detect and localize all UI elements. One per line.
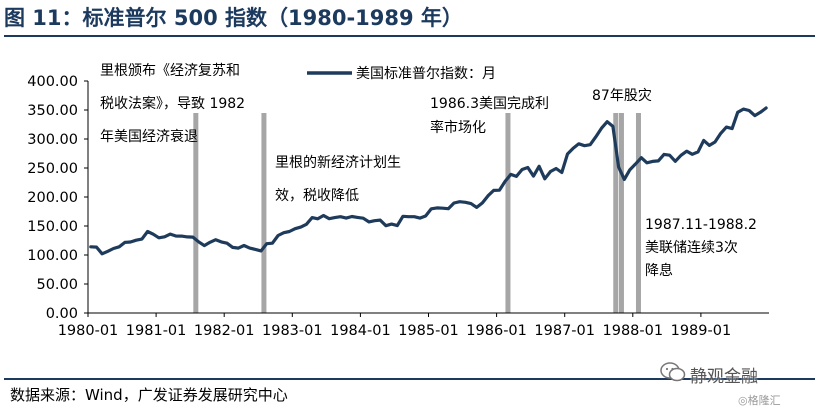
y-tick-label: 50.00	[36, 277, 78, 293]
x-tick-label: 1988-01	[603, 323, 664, 339]
annotation-crash-1987: 87年股灾	[592, 87, 652, 104]
x-tick-label: 1980-01	[58, 323, 119, 339]
annotation-reagan-act-line1: 里根颁布《经济复苏和	[100, 62, 240, 79]
event-marker-bar-2	[261, 113, 267, 313]
data-source: 数据来源：Wind，广发证券发展研究中心	[10, 386, 288, 404]
event-marker-bar-4	[613, 113, 619, 313]
x-tick-label: 1989-01	[671, 323, 732, 339]
annotation-new-plan-line1: 里根的新经济计划生	[275, 155, 401, 171]
series-line-sp500	[89, 106, 768, 256]
annotation-reagan-act-line2: 税收法案》，导致 1982	[100, 95, 245, 112]
title-underline	[4, 35, 815, 37]
annotation-fed-cuts-line2: 美联储连续3次	[645, 239, 738, 256]
event-marker-bar-5	[618, 113, 624, 313]
x-tick-label: 1981-01	[126, 323, 187, 339]
x-tick-label: 1984-01	[330, 323, 391, 339]
event-marker-bar-3	[505, 113, 511, 313]
x-tick-label: 1983-01	[262, 323, 323, 339]
annotation-fed-cuts-line1: 1987.11-1988.2	[645, 217, 757, 233]
y-tick-label: 200.00	[27, 190, 78, 206]
page-title: 图 11：标准普尔 500 指数（1980-1989 年）	[4, 6, 463, 30]
y-tick-label: 150.00	[27, 219, 78, 235]
brand-watermark: 静观金融	[690, 367, 758, 387]
y-tick-label: 400.00	[27, 74, 78, 90]
wechat-icon	[660, 362, 686, 382]
y-tick-label: 100.00	[27, 248, 78, 264]
annotation-reagan-act-line3: 年美国经济衰退	[100, 128, 198, 145]
y-tick-label: 350.00	[27, 103, 78, 119]
legend: 美国标准普尔指数：月	[307, 66, 496, 82]
annotation-rate-liberalization-line2: 率市场化	[430, 119, 486, 136]
annotation-new-plan-line2: 效，税收降低	[275, 188, 359, 204]
annotation-fed-cuts-line3: 降息	[645, 262, 673, 279]
y-tick-label: 300.00	[27, 132, 78, 148]
x-tick-label: 1982-01	[194, 323, 255, 339]
sp500-line-chart: 0.00 50.00 100.00 150.00 200.00 250.00 300.00 3…	[27, 62, 769, 339]
x-tick-label: 1987-01	[534, 323, 595, 339]
x-tick-label: 1985-01	[398, 323, 459, 339]
footer-rule	[4, 378, 815, 380]
x-tick-label: 1986-01	[466, 323, 527, 339]
y-tick-label: 250.00	[27, 161, 78, 177]
legend-label: 美国标准普尔指数：月	[356, 66, 496, 82]
annotation-rate-liberalization-line1: 1986.3美国完成利	[430, 96, 549, 112]
site-watermark: ◎格隆汇	[738, 394, 781, 407]
event-marker-bar-1	[193, 113, 199, 313]
event-marker-bar-6	[635, 113, 641, 313]
y-tick-label: 0.00	[46, 306, 78, 322]
